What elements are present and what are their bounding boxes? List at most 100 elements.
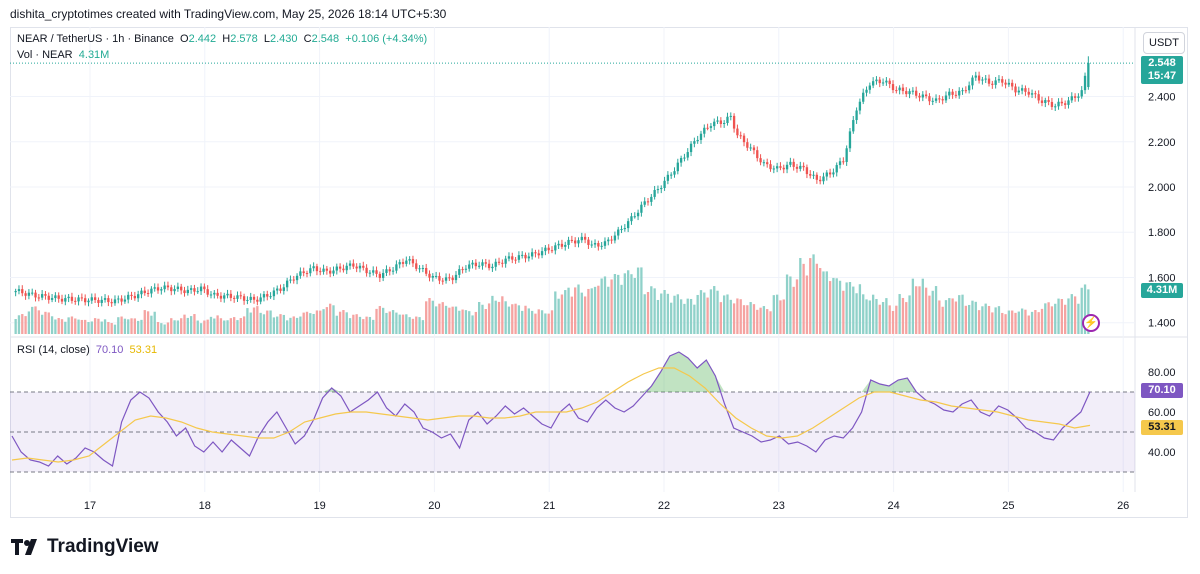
candle-body <box>196 291 199 293</box>
rsi-line <box>11 351 1091 467</box>
candle-body <box>991 83 994 85</box>
volume-bar <box>434 306 438 334</box>
volume-bar <box>103 319 107 334</box>
candle-body <box>365 267 368 274</box>
volume-bar <box>180 318 183 334</box>
volume-bar <box>633 278 636 334</box>
candle-body <box>636 212 640 217</box>
volume-bar <box>964 305 968 334</box>
candle-body <box>494 261 497 267</box>
volume-bar <box>653 288 656 334</box>
volume-bar <box>574 287 577 334</box>
volume-bar <box>64 321 67 334</box>
candle-body <box>302 271 305 274</box>
volume-bar <box>915 286 918 334</box>
candle-body <box>885 80 888 83</box>
volume-bar <box>395 312 398 334</box>
candle-body <box>567 239 570 245</box>
volume-bar <box>924 287 928 334</box>
volume-bar <box>444 305 448 334</box>
volume-bar <box>285 320 289 334</box>
candle-body <box>146 293 150 295</box>
lightning-icon[interactable]: ⚡ <box>1082 314 1100 332</box>
candle-body <box>478 265 481 267</box>
x-tick-label: 19 <box>313 500 325 512</box>
volume-bar <box>1014 312 1017 334</box>
candle-body <box>189 288 193 290</box>
volume-bar <box>679 299 683 334</box>
volume-bar <box>289 317 292 334</box>
volume-label[interactable]: Vol · NEAR <box>17 49 73 61</box>
candle-body <box>34 292 37 298</box>
candle-body <box>348 263 352 266</box>
volume-bar <box>1070 294 1073 334</box>
volume-bar <box>415 316 418 334</box>
volume-bar <box>494 300 497 334</box>
candle-body <box>1057 101 1060 107</box>
volume-bar <box>236 320 239 334</box>
candle-body <box>54 295 57 299</box>
volume-bar <box>501 296 504 334</box>
volume-bar <box>196 320 199 334</box>
volume-bar <box>213 318 216 334</box>
candle-body <box>199 286 203 292</box>
candle-body <box>262 294 266 298</box>
candle-body <box>759 158 762 163</box>
volume-bar <box>603 276 607 334</box>
candle-body <box>1047 100 1050 102</box>
volume-bar <box>388 311 391 334</box>
candle-body <box>166 285 170 288</box>
candle-body <box>1020 88 1024 91</box>
candle-body <box>93 297 97 300</box>
candle-body <box>749 147 752 149</box>
high-label: H <box>222 33 231 45</box>
symbol-label[interactable]: NEAR / TetherUS · 1h · Binance <box>17 33 174 45</box>
candle-body <box>27 292 31 296</box>
currency-unit-button[interactable]: USDT <box>1143 32 1185 54</box>
volume-bar <box>431 300 434 334</box>
volume-bar <box>269 310 272 334</box>
volume-bar <box>259 312 262 334</box>
volume-bar <box>150 315 153 334</box>
volume-bar <box>40 314 44 334</box>
candle-body <box>878 79 881 84</box>
volume-bar <box>127 319 130 334</box>
volume-bar <box>676 294 679 334</box>
volume-bar <box>613 274 617 334</box>
rsi-ma-badge: 53.31 <box>1141 420 1183 435</box>
volume-bar <box>772 295 775 334</box>
volume-bar <box>70 316 74 334</box>
candle-body <box>729 115 732 117</box>
candle-body <box>888 80 891 85</box>
x-tick-label: 20 <box>428 500 440 512</box>
volume-bar <box>418 317 421 334</box>
volume-bar <box>815 263 819 334</box>
volume-bar <box>643 294 646 334</box>
volume-bar <box>795 279 799 334</box>
candle-body <box>358 265 362 269</box>
volume-bar <box>593 286 597 334</box>
volume-bar <box>1044 303 1047 334</box>
volume-bar <box>954 301 958 334</box>
volume-bar <box>189 316 193 334</box>
volume-bar <box>385 312 388 334</box>
volume-bar <box>1087 289 1090 334</box>
volume-bar <box>901 297 905 334</box>
volume-bar <box>511 304 514 334</box>
candle-body <box>292 279 295 281</box>
volume-bar <box>1011 310 1014 334</box>
candle-body <box>633 216 636 218</box>
candle-body <box>309 268 312 274</box>
volume-bar <box>398 314 401 334</box>
rsi-label[interactable]: RSI (14, close) <box>17 344 90 356</box>
candle-body <box>299 271 302 276</box>
candle-body <box>822 176 825 182</box>
price-tick-label: 1.800 <box>1148 227 1176 239</box>
candle-body <box>1060 101 1064 104</box>
volume-bar <box>944 300 948 334</box>
candle-body <box>779 166 782 168</box>
candle-body <box>789 161 792 165</box>
candle-body <box>603 241 607 246</box>
candle-body <box>564 244 567 247</box>
